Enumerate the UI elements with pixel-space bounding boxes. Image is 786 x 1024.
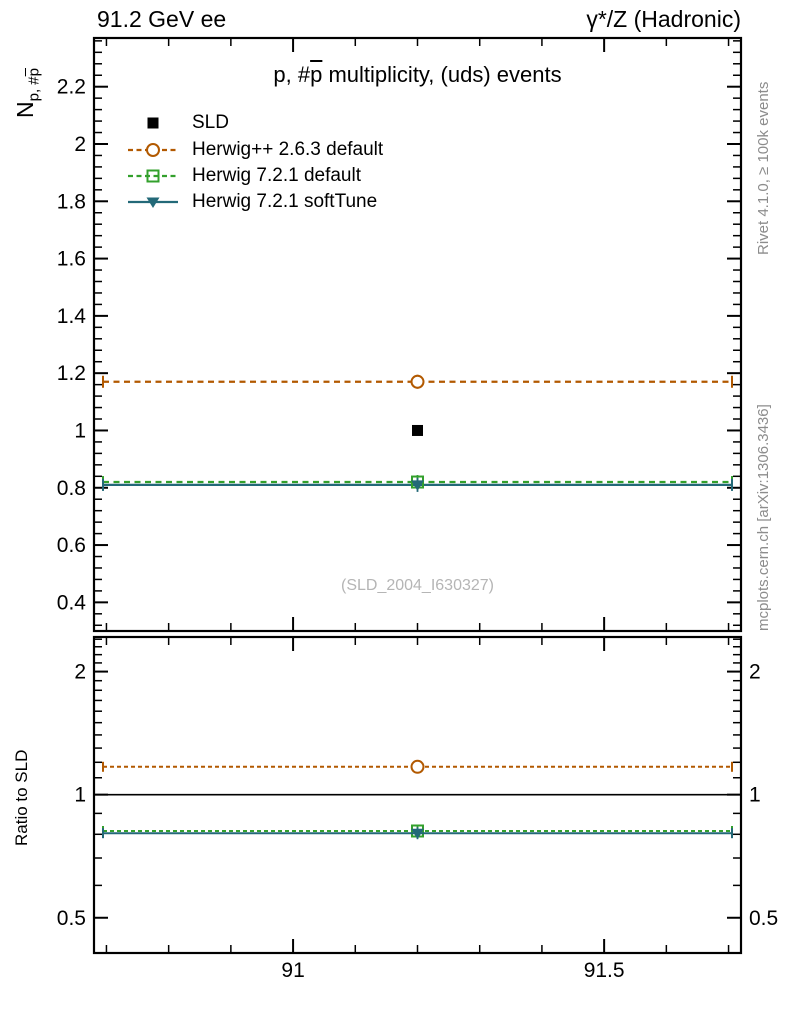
analysis-watermark: (SLD_2004_I630327) xyxy=(340,577,494,594)
marker-open-circle xyxy=(146,142,160,157)
y-tick-label: 0.6 xyxy=(57,534,86,557)
y-axis-label-sub: p, # xyxy=(25,76,43,102)
legend-marker-herwig-721-softtune xyxy=(128,197,178,209)
legend-marker-herwigpp-263 xyxy=(128,142,178,157)
legend-item-herwigpp-263: Herwig++ 2.6.3 default xyxy=(127,136,383,162)
y-tick-label: 2.2 xyxy=(57,76,86,99)
y-axis-label-sub-pbar: p xyxy=(25,68,43,77)
ratio-tick-label: 1 xyxy=(74,784,86,807)
marker-filled-square xyxy=(412,424,423,436)
legend-marker-sld xyxy=(147,117,159,129)
plot-title-pbar: p xyxy=(310,62,323,87)
y-axis-label-base: N xyxy=(12,101,38,118)
ratio-tick-label: 2 xyxy=(74,661,86,684)
marker-open-circle xyxy=(410,759,425,774)
legend-label: Herwig++ 2.6.3 default xyxy=(192,138,384,160)
legend-marker-herwig-721-default xyxy=(128,169,178,183)
x-tick-label: 91 xyxy=(281,959,304,982)
legend-label: Herwig 7.2.1 default xyxy=(192,164,361,186)
legend: SLD Herwig++ 2.6.3 default Herwig 7.2.1 … xyxy=(127,110,383,216)
legend-label: SLD xyxy=(192,112,229,134)
y-tick-label: 1.2 xyxy=(57,362,86,385)
y-tick-label: 1.4 xyxy=(57,305,87,328)
marker-filled-square xyxy=(147,117,159,129)
y-tick-label: 1.8 xyxy=(57,190,86,213)
plot-title-pre: p, # xyxy=(273,62,311,87)
marker-open-circle xyxy=(410,374,425,389)
y-axis-label: Np, #p xyxy=(12,68,43,118)
plot-title-post: multiplicity, (uds) events xyxy=(322,62,562,87)
legend-item-sld: SLD xyxy=(127,110,383,136)
ratio-tick-label-right: 1 xyxy=(749,784,761,807)
ratio-tick-label: 0.5 xyxy=(57,907,86,930)
x-tick-label: 91.5 xyxy=(584,959,625,982)
y-tick-label: 0.4 xyxy=(57,591,87,614)
y-tick-label: 1.6 xyxy=(57,248,86,271)
credit-mcplots: mcplots.cern.ch [arXiv:1306.3436] xyxy=(755,404,772,631)
plot-title: p, #p multiplicity, (uds) events xyxy=(94,62,741,88)
ratio-tick-label-right: 2 xyxy=(749,661,761,684)
header-beam-energy: 91.2 GeV ee xyxy=(97,6,227,32)
marker-filled-triangle-down xyxy=(146,197,160,209)
y-tick-label: 2 xyxy=(74,133,86,156)
ratio-tick-label-right: 0.5 xyxy=(749,907,778,930)
credit-rivet: Rivet 4.1.0, ≥ 100k events xyxy=(755,81,772,255)
marker-open-square xyxy=(146,169,160,183)
ratio-axis-label: Ratio to SLD xyxy=(12,749,31,846)
marker-filled-triangle-down xyxy=(411,480,424,491)
legend-label: Herwig 7.2.1 softTune xyxy=(192,191,378,213)
y-tick-label: 0.8 xyxy=(57,477,86,500)
legend-item-herwig-721-softtune: Herwig 7.2.1 softTune xyxy=(127,189,383,215)
y-tick-label: 1 xyxy=(74,419,86,442)
marker-filled-triangle-down xyxy=(411,828,424,840)
header-process: γ*/Z (Hadronic) xyxy=(586,6,741,32)
legend-item-herwig-721-default: Herwig 7.2.1 default xyxy=(127,163,383,189)
